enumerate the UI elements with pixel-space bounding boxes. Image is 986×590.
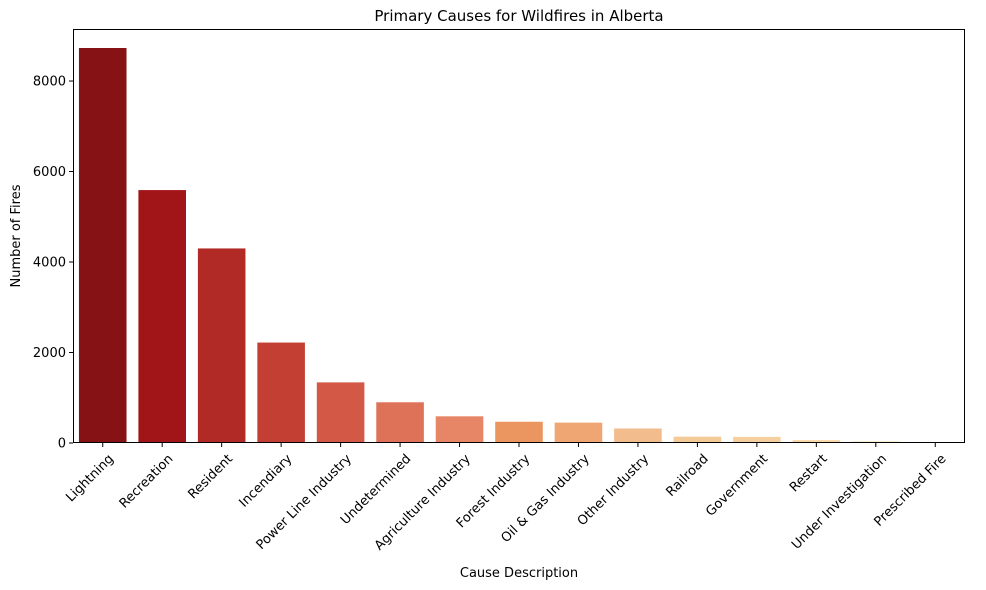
y-tick-label: 8000: [33, 75, 66, 90]
x-axis: Lightning Recreation Resident IncendiaryPow…: [63, 443, 950, 554]
x-tick-label: Government: [703, 452, 771, 520]
bar-resident: [197, 248, 246, 443]
bar-agriculture-industry: [435, 416, 484, 443]
x-tick-label: Railroad: [663, 452, 711, 500]
bar-incendiary: [257, 342, 305, 443]
y-axis-title: Number of Fires: [9, 184, 24, 287]
bar-undetermined: [376, 402, 424, 443]
x-axis-title: Cause Description: [460, 566, 578, 581]
bar-railroad: [673, 436, 722, 443]
bar-recreation: [138, 190, 186, 443]
x-tick-label: Restart: [787, 452, 831, 496]
bar-oil-gas-industry: [554, 422, 603, 443]
x-tick-label: Incendiary: [236, 451, 295, 510]
x-tick-label: Resident: [185, 452, 236, 503]
bar-power-line-industry: [316, 382, 365, 443]
chart-title: Primary Causes for Wildfires in Alberta: [374, 7, 663, 25]
bar-restart: [792, 440, 841, 443]
bar-lightning: [78, 48, 127, 444]
plot-frame: [73, 29, 965, 443]
y-tick-label: 0: [58, 437, 66, 452]
x-tick-label: Recreation: [117, 452, 177, 512]
y-tick-label: 6000: [33, 165, 66, 180]
bar-other-industry: [614, 428, 662, 443]
bars-layer: [78, 48, 960, 444]
y-tick-label: 2000: [33, 346, 66, 361]
y-axis: 0 2000 4000 6000 8000: [33, 75, 73, 452]
y-tick-label: 4000: [33, 256, 66, 271]
x-tick-label: Lightning: [63, 452, 117, 506]
bar-forest-industry: [495, 421, 543, 443]
bar-government: [733, 436, 781, 443]
x-tick-label: Agriculture Industry: [372, 451, 474, 553]
